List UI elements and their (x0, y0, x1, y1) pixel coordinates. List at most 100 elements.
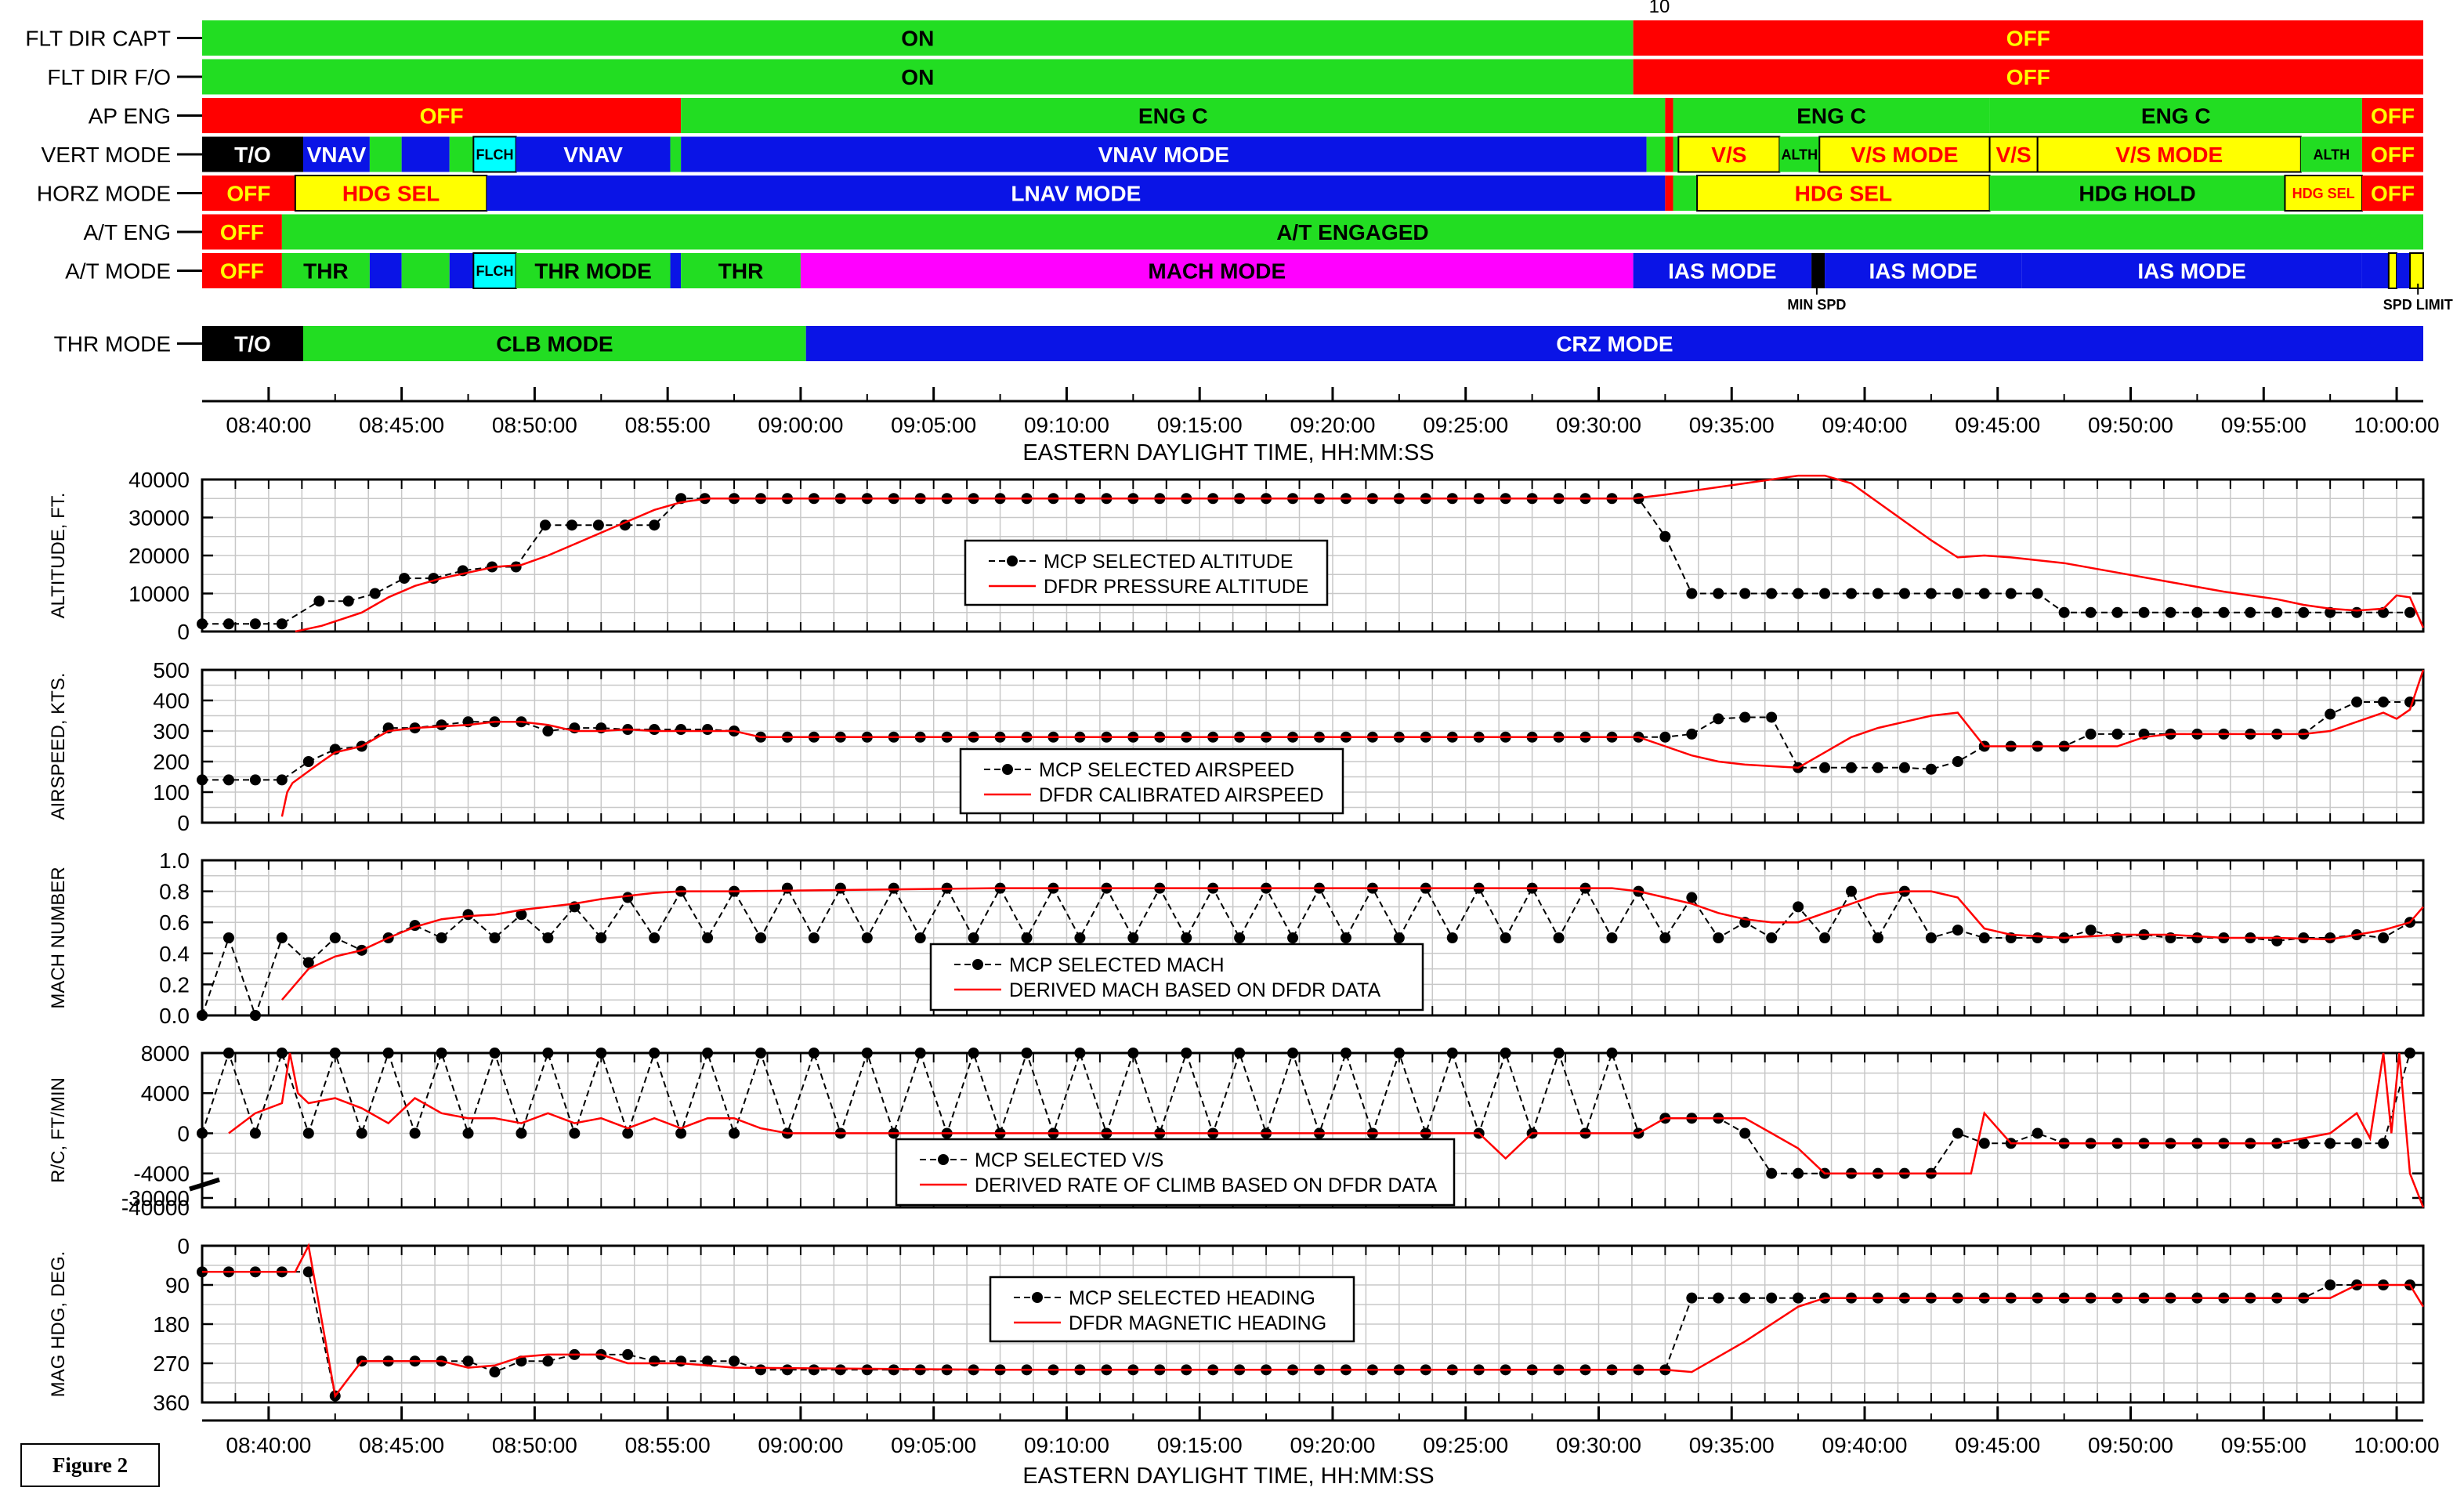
mode-segment (1989, 176, 2285, 211)
y-tick-label: 40000 (128, 468, 190, 492)
mode-segment (1673, 98, 1990, 133)
y-tick-label: -4000 (133, 1162, 190, 1186)
mode-segment (2300, 136, 2362, 172)
legend-entry: MCP SELECTED ALTITUDE (1044, 551, 1294, 573)
mcp-series-point (1553, 1048, 1565, 1059)
mode-segment (294, 175, 488, 212)
mode-segment-label: MACH MODE (1148, 259, 1286, 284)
y-tick-label: -30000 (121, 1186, 190, 1211)
time-axis-tick-label: 09:15:00 (1157, 413, 1243, 437)
mcp-series-point (808, 1364, 820, 1376)
mode-segment-label: HDG SEL (342, 182, 440, 206)
chart-panel: 0.0 0.2 0.4 0.6 0.8 1.0 MACH NUMBER MCP SELECTE… (48, 849, 2425, 1028)
mcp-series-point (462, 1127, 474, 1139)
mcp-series-point (1766, 1292, 1778, 1304)
dfdr-series-line (295, 474, 2425, 633)
mcp-series-point (223, 932, 234, 943)
y-tick-label: 1.0 (159, 849, 190, 873)
chart-legend: MCP SELECTED MACH DERIVED MACH BASED ON D… (929, 943, 1424, 1011)
mcp-series-point (1978, 588, 1990, 599)
y-tick-label: 200 (153, 750, 190, 774)
mcp-series-point (1846, 588, 1858, 599)
mcp-series-point (1739, 711, 1751, 723)
mcp-series-point (1127, 1048, 1139, 1059)
mode-segment-label: CLB MODE (496, 332, 613, 356)
mcp-series-point (249, 1010, 261, 1021)
y-tick-label: 0.0 (159, 1004, 190, 1028)
mcp-series-point (1021, 1048, 1033, 1059)
axis-break-mark (189, 1177, 220, 1192)
y-tick-label: 360 (153, 1391, 190, 1415)
legend-box (929, 943, 1424, 1011)
mcp-series-point (754, 1364, 766, 1376)
mcp-series-point (1393, 1048, 1405, 1059)
mcp-series-point (1952, 925, 1963, 936)
mcp-series-point (436, 719, 447, 731)
mcp-series-point (834, 1364, 846, 1376)
track-label: A/T MODE (65, 259, 171, 283)
mcp-series-point (675, 1127, 687, 1139)
mode-segment (369, 136, 402, 172)
mode-segment-label: IAS MODE (1869, 259, 1977, 284)
mode-segment (2284, 175, 2363, 212)
mode-segment (303, 326, 806, 361)
mode-segment (1665, 136, 1673, 172)
mcp-series-point (2165, 606, 2176, 618)
mcp-series-point (2138, 606, 2150, 618)
time-axis-tick-label: 09:50:00 (2088, 413, 2173, 437)
legend-entry: MCP SELECTED MACH (1009, 954, 1225, 976)
mcp-series-point (2032, 1127, 2043, 1139)
mode-segment (1825, 253, 2022, 288)
mcp-series-point (2298, 1138, 2310, 1149)
y-tick-label: 0.2 (159, 972, 190, 997)
mcp-series-point (1553, 932, 1565, 943)
mcp-series-point (2325, 1138, 2336, 1149)
mcp-series-point (1793, 901, 1804, 913)
y-tick-label: 180 (153, 1312, 190, 1337)
mode-segment-label: ENG C (1796, 104, 1866, 128)
mcp-series-point (542, 1048, 554, 1059)
mcp-series-point (276, 1048, 288, 1059)
mcp-series-point (1952, 1127, 1963, 1139)
track-label: A/T ENG (83, 220, 171, 244)
mode-segment (1665, 98, 1673, 133)
legend-entry: DFDR PRESSURE ALTITUDE (1044, 576, 1308, 598)
mcp-series-point (649, 1048, 660, 1059)
mode-segment (516, 253, 671, 288)
mcp-series-point (510, 561, 522, 573)
mode-segment (202, 59, 1634, 95)
mcp-series-point (489, 1048, 501, 1059)
mcp-series-point (2351, 606, 2363, 618)
mcp-series-point (276, 618, 288, 630)
mcp-series-point (197, 618, 208, 630)
mode-segment-label: ENG C (1138, 104, 1208, 128)
bottom-time-axis: EASTERN DAYLIGHT TIME, HH:MM:SS 08:40:00… (202, 1406, 2440, 1489)
mcp-series-point (276, 774, 288, 786)
time-axis-tick-label: 09:55:00 (2221, 413, 2307, 437)
y-tick-label: 100 (153, 780, 190, 805)
mcp-series-point (542, 932, 554, 943)
mcp-series-point (489, 932, 501, 943)
panel-frame (201, 859, 2425, 1017)
y-tick-label: 270 (153, 1352, 190, 1376)
mcp-series-point (861, 1048, 873, 1059)
time-axis-tick-label: 09:10:00 (1024, 1433, 1109, 1457)
y-tick-label: 500 (153, 658, 190, 682)
time-axis-tick-label: 09:50:00 (2088, 1433, 2173, 1457)
mode-segment (670, 253, 682, 288)
chart-panel: 0 90 180 270 360 MAG HDG, DEG. MCP SELECTED HE… (48, 1234, 2425, 1415)
mcp-series-point (1686, 588, 1698, 599)
mcp-series-point (1500, 932, 1511, 943)
legend-swatch-marker (972, 959, 983, 970)
legend-entry: MCP SELECTED V/S (975, 1149, 1163, 1171)
mode-segment (449, 136, 474, 172)
mcp-series-point (1446, 1048, 1458, 1059)
mcp-series-point (1234, 932, 1246, 943)
mcp-series-point (595, 1048, 607, 1059)
mcp-series-point (702, 1355, 714, 1367)
mcp-series-point (1340, 932, 1351, 943)
legend-box (964, 539, 1329, 606)
mcp-series-point (592, 519, 604, 531)
time-axis-tick-label: 09:35:00 (1689, 413, 1775, 437)
mcp-series-point (2351, 696, 2363, 708)
